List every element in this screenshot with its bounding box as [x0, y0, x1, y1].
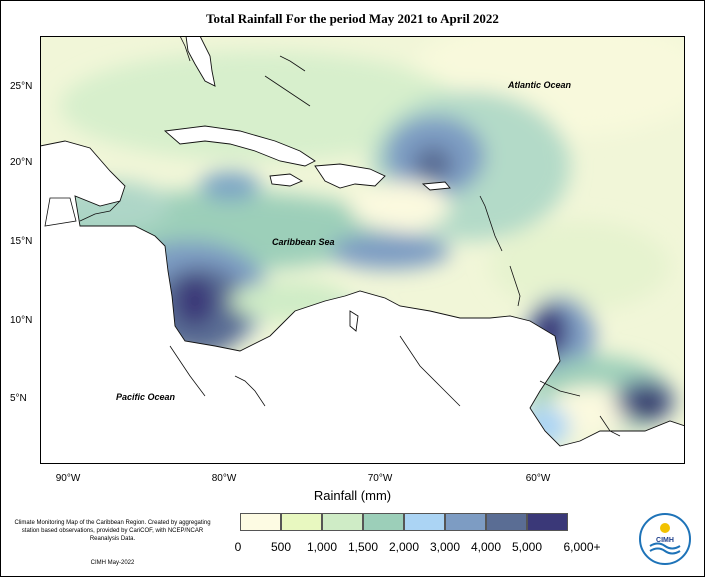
lat-label-10n: 10°N: [10, 315, 33, 326]
legend-colorbar: [240, 513, 568, 531]
lat-label-5n: 5°N: [10, 393, 27, 404]
map-title: Total Rainfall For the period May 2021 t…: [206, 11, 499, 26]
legend-swatch-0: [240, 513, 281, 531]
legend-swatch-1: [281, 513, 322, 531]
label-caribbean-sea: Caribbean Sea: [272, 237, 335, 247]
lon-label-80w: 80°W: [211, 473, 237, 484]
lon-label-60w: 60°W: [525, 473, 551, 484]
legend-swatch-7: [527, 513, 568, 531]
lon-label-90w: 90°W: [55, 473, 81, 484]
legend-swatch-4: [404, 513, 445, 531]
legend-label-0: 0: [234, 540, 242, 554]
legend-label-3: 1,500: [347, 540, 379, 554]
lon-label-70w: 70°W: [367, 473, 393, 484]
legend-label-7: 5,000: [511, 540, 543, 554]
legend-labels: 0 500 1,000 1,500 2,000 3,000 4,000 5,000 6,000+: [0, 540, 705, 554]
legend-label-4: 2,000: [388, 540, 420, 554]
legend-label-5: 3,000: [429, 540, 461, 554]
lat-label-20n: 20°N: [10, 157, 33, 168]
legend-label-8: 6,000+: [563, 540, 601, 554]
legend-label-1: 500: [270, 540, 292, 554]
lat-label-15n: 15°N: [10, 236, 33, 247]
lat-label-25n: 25°N: [10, 81, 33, 92]
legend-label-2: 1,000: [306, 540, 338, 554]
legend-swatch-6: [486, 513, 527, 531]
label-pacific-ocean: Pacific Ocean: [116, 392, 176, 402]
label-atlantic-ocean: Atlantic Ocean: [507, 80, 572, 90]
cimh-logo: CIMH: [639, 513, 691, 565]
land-masses: [40, 36, 685, 464]
legend-title: Rainfall (mm): [313, 488, 392, 503]
legend-swatch-5: [445, 513, 486, 531]
legend-swatch-2: [322, 513, 363, 531]
legend-label-6: 4,000: [470, 540, 502, 554]
credit-text: Climate Monitoring Map of the Caribbean …: [14, 520, 211, 542]
logo-text: CIMH: [656, 537, 674, 544]
coastlines: [44, 36, 621, 437]
legend-swatch-3: [363, 513, 404, 531]
credit-footer: CIMH May-2022: [90, 560, 135, 566]
rainfall-map: Atlantic Ocean Caribbean Sea Pacific Oce…: [40, 36, 685, 464]
map-border: [40, 36, 685, 464]
